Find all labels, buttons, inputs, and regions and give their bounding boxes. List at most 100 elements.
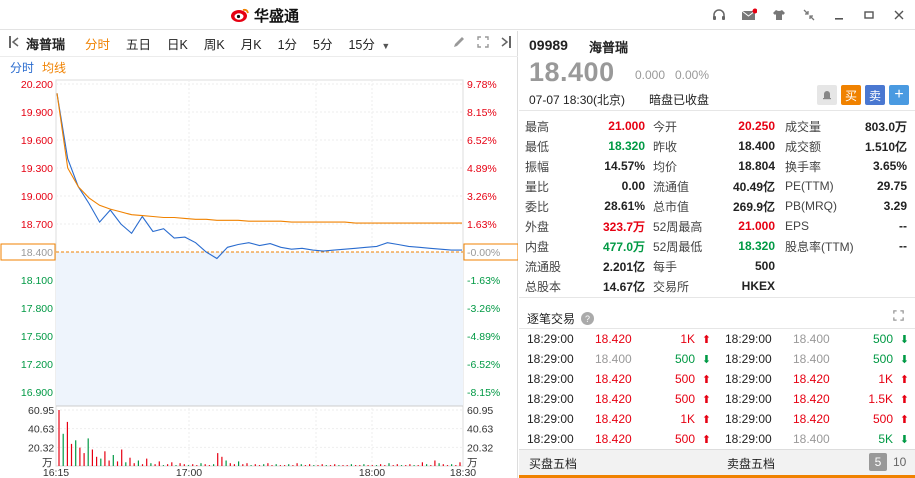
order-book-bar: 买盘五档 卖盘五档 5 10 — [519, 449, 915, 478]
legend-fenshi[interactable]: 分时 — [10, 61, 35, 75]
depth-5-button[interactable]: 5 — [869, 453, 887, 471]
mail-icon[interactable] — [739, 5, 759, 25]
period-tab-fenshi[interactable]: 分时 — [85, 38, 111, 52]
tick-row: 18:29:00 18.420 1.5K ⬆ — [725, 389, 909, 409]
stat-value: 1.510亿 — [864, 139, 907, 154]
maximize-icon[interactable] — [859, 5, 879, 25]
period-tab-15min[interactable]: 15分 ▼ — [340, 34, 398, 53]
period-tab-5min[interactable]: 5分 — [313, 38, 333, 52]
stat-row: PB(MRQ) 3.29 — [785, 196, 907, 216]
sell-button[interactable]: 卖 — [865, 85, 885, 105]
tick-price: 18.420 — [595, 392, 632, 406]
price-tick-label: 16.900 — [21, 387, 53, 399]
stat-row: 52周最低 18.320 — [653, 236, 775, 256]
tick-price: 18.400 — [793, 432, 830, 446]
tick-list[interactable]: 18:29:00 18.420 1K ⬆ 18:29:00 18.400 500 ⬇ 18:29… — [519, 329, 915, 449]
stat-value: -- — [899, 219, 907, 233]
period-tab-day-k[interactable]: 日K — [167, 38, 188, 52]
price-tick-label: 18.100 — [21, 275, 53, 287]
arrow-up-icon: ⬆ — [899, 413, 909, 426]
stat-label: 52周最高 — [653, 219, 703, 234]
stat-value: 29.75 — [876, 179, 907, 193]
collapse-left-icon[interactable] — [8, 35, 20, 52]
shrink-icon[interactable] — [799, 5, 819, 25]
tick-row: 18:29:00 18.420 500 ⬆ — [527, 429, 711, 449]
buy-button[interactable]: 买 — [841, 85, 861, 105]
pct-tick-label: 8.15% — [467, 107, 497, 119]
tick-volume: 1.5K — [868, 392, 893, 406]
volume-tick-label-right: 60.95 — [467, 405, 493, 417]
stat-value: 323.7万 — [602, 219, 645, 234]
stat-row: 流通股 2.201亿 — [525, 256, 645, 276]
depth-10-button[interactable]: 10 — [893, 455, 907, 469]
stat-label: 委比 — [525, 199, 550, 214]
stat-row: 总股本 14.67亿 — [525, 276, 645, 296]
price-change-pct: 0.00% — [675, 68, 710, 82]
stat-row: 换手率 3.65% — [785, 156, 907, 176]
tick-price: 18.420 — [793, 392, 830, 406]
stat-value: 477.0万 — [602, 239, 645, 254]
stat-row: 每手 500 — [653, 256, 775, 276]
close-icon[interactable] — [889, 5, 909, 25]
arrow-up-icon: ⬆ — [701, 413, 711, 426]
period-tab-week-k[interactable]: 周K — [203, 38, 225, 52]
tick-row: 18:29:00 18.420 500 ⬆ — [527, 369, 711, 389]
tick-row: 18:29:00 18.400 5K ⬇ — [725, 429, 909, 449]
tick-time: 18:29:00 — [527, 352, 574, 366]
stat-label: 流通值 — [653, 179, 690, 194]
tick-row: 18:29:00 18.420 500 ⬆ — [725, 409, 909, 429]
arrow-up-icon: ⬆ — [701, 373, 711, 386]
stat-label: 流通股 — [525, 259, 562, 274]
shirt-icon[interactable] — [769, 5, 789, 25]
stat-label: 最低 — [525, 139, 550, 154]
expand-icon[interactable] — [476, 35, 490, 52]
minimize-icon[interactable] — [829, 5, 849, 25]
period-tab-1min[interactable]: 1分 — [277, 38, 298, 52]
add-watchlist-button[interactable]: + — [889, 85, 909, 105]
help-icon[interactable]: ? — [581, 312, 595, 325]
tick-volume: 500 — [872, 352, 893, 366]
quote-time: 07-07 18:30(北京) — [529, 93, 626, 107]
bid-five-label: 买盘五档 — [529, 457, 578, 471]
headset-icon[interactable] — [709, 5, 729, 25]
legend-avg-line[interactable]: 均线 — [42, 61, 67, 75]
volume-tick-label-right: 20.32 — [467, 442, 493, 454]
tick-volume: 500 — [674, 372, 695, 386]
stat-label: 换手率 — [785, 159, 822, 174]
stat-label: 昨收 — [653, 139, 678, 154]
arrow-up-icon: ⬆ — [701, 433, 711, 446]
stat-row: 委比 28.61% — [525, 196, 645, 216]
alert-bell-icon[interactable] — [817, 85, 837, 105]
chart-stock-name: 海普瑞 — [26, 37, 66, 52]
stat-label: 股息率(TTM) — [785, 239, 854, 254]
last-price: 18.400 — [529, 57, 615, 87]
market-status: 暗盘已收盘 — [649, 93, 710, 107]
intraday-chart[interactable]: 20.200 9.78% 19.900 8.15% 19.600 6.52% 19.300 4… — [0, 74, 519, 478]
price-tick-label: 19.900 — [21, 107, 53, 119]
tick-time: 18:29:00 — [527, 392, 574, 406]
arrow-up-icon: ⬆ — [701, 333, 711, 346]
tick-time: 18:29:00 — [527, 412, 574, 426]
stat-value: 21.000 — [608, 119, 645, 133]
price-line — [56, 93, 462, 260]
stat-value: 28.61% — [604, 199, 645, 213]
pen-icon[interactable] — [452, 35, 466, 52]
pct-tick-label: -1.63% — [467, 275, 500, 287]
tick-volume: 1K — [680, 332, 695, 346]
tick-volume: 500 — [674, 352, 695, 366]
period-tab-month-k[interactable]: 月K — [240, 38, 262, 52]
stat-row: 总市值 269.9亿 — [653, 196, 775, 216]
volume-tick-label-right: 40.63 — [467, 424, 493, 436]
tick-expand-icon[interactable] — [892, 309, 905, 325]
period-tab-5day[interactable]: 五日 — [126, 38, 152, 52]
tick-price: 18.400 — [793, 332, 830, 346]
collapse-right-icon[interactable] — [500, 35, 512, 52]
stat-label: PE(TTM) — [785, 179, 834, 193]
stat-value: 14.57% — [604, 159, 645, 173]
tick-time: 18:29:00 — [725, 392, 772, 406]
pct-tick-label: 3.26% — [467, 191, 497, 203]
tick-volume: 500 — [872, 332, 893, 346]
pct-tick-label: 9.78% — [467, 79, 497, 91]
stat-label: 均价 — [653, 159, 678, 174]
stat-value: 0.00 — [621, 179, 645, 193]
